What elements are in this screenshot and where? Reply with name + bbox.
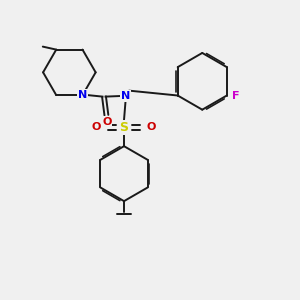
Text: N: N xyxy=(78,90,87,100)
Text: N: N xyxy=(121,91,130,101)
Text: O: O xyxy=(92,122,101,132)
Text: O: O xyxy=(147,122,156,132)
Text: O: O xyxy=(102,117,112,127)
Text: F: F xyxy=(232,91,239,100)
Text: S: S xyxy=(119,121,128,134)
